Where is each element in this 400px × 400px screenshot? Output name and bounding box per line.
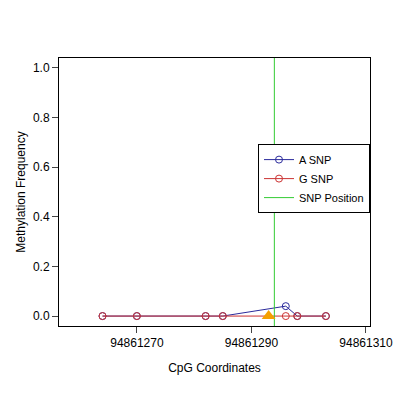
svg-text:0.4: 0.4: [33, 210, 50, 224]
svg-text:0.0: 0.0: [33, 309, 50, 323]
svg-text:Methylation Frequency: Methylation Frequency: [14, 131, 28, 252]
svg-text:SNP Position: SNP Position: [299, 192, 364, 204]
svg-text:94861310: 94861310: [339, 336, 393, 350]
svg-text:0.6: 0.6: [33, 160, 50, 174]
svg-text:CpG Coordinates: CpG Coordinates: [168, 361, 261, 375]
svg-text:0.2: 0.2: [33, 260, 50, 274]
svg-text:94861270: 94861270: [110, 336, 164, 350]
svg-text:G SNP: G SNP: [299, 173, 333, 185]
svg-text:1.0: 1.0: [33, 61, 50, 75]
svg-text:94861290: 94861290: [225, 336, 279, 350]
svg-text:A SNP: A SNP: [299, 154, 331, 166]
svg-text:0.8: 0.8: [33, 111, 50, 125]
